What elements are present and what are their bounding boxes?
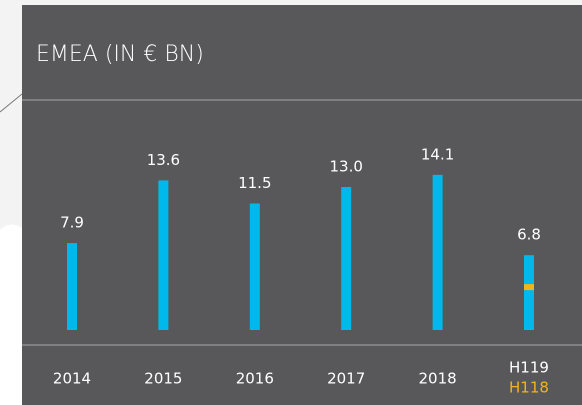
- x-tick-label: 2018: [419, 370, 457, 388]
- bar: [158, 180, 169, 330]
- x-tick-label: 2017: [327, 370, 365, 388]
- value-label: 13.0: [329, 158, 362, 176]
- x-tick-label: H119: [509, 359, 549, 377]
- x-tick-label: 2016: [236, 370, 274, 388]
- value-label: 7.9: [60, 214, 84, 232]
- chart-title: EMEA (IN € BN): [36, 42, 204, 67]
- x-tick-label: 2015: [144, 370, 182, 388]
- comparison-marker: [524, 284, 534, 291]
- decoration: [0, 224, 22, 405]
- value-label: 13.6: [147, 151, 180, 169]
- bar: [432, 174, 443, 330]
- bar: [524, 255, 534, 330]
- value-label: 14.1: [421, 145, 454, 163]
- value-label: 11.5: [238, 174, 271, 192]
- connector-line: [0, 93, 23, 113]
- panel: [22, 5, 582, 405]
- bar: [249, 203, 260, 330]
- comparison-label: H118: [509, 379, 549, 397]
- bar: [341, 187, 352, 330]
- value-label: 6.8: [517, 226, 541, 244]
- bar: [67, 243, 77, 330]
- x-tick-label: 2014: [53, 370, 91, 388]
